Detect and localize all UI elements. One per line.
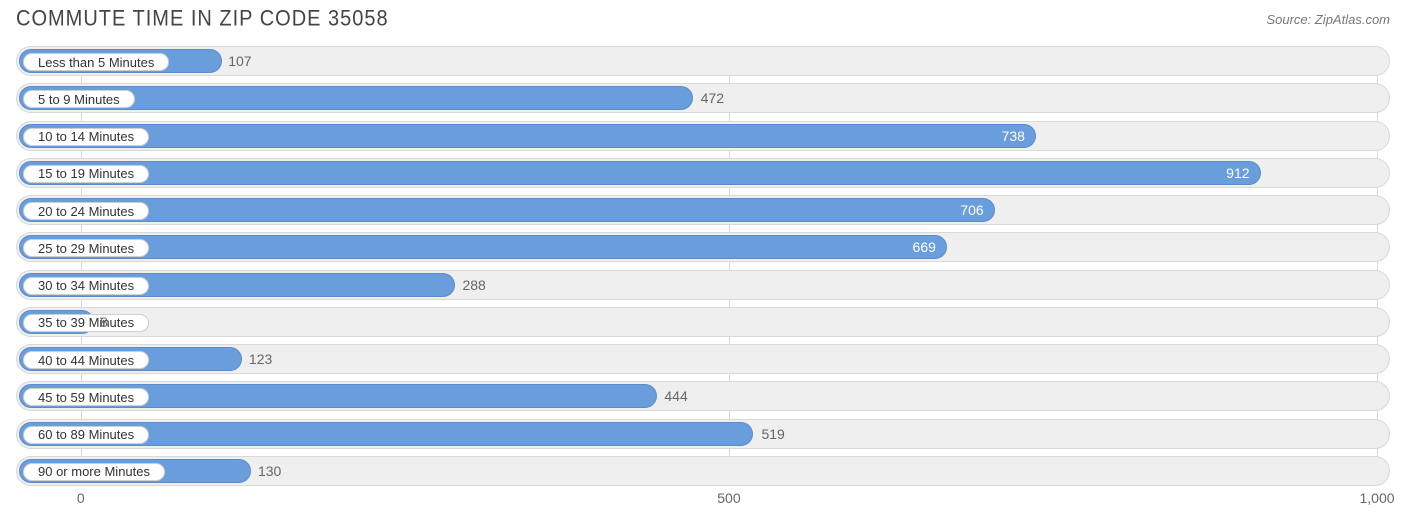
category-label: Less than 5 Minutes [23,53,169,71]
bar-track: 15 to 19 Minutes 912 [16,158,1390,188]
chart-plot-area: Less than 5 Minutes 107 5 to 9 Minutes 472 1… [16,46,1390,486]
category-label: 10 to 14 Minutes [23,128,149,146]
category-label: 40 to 44 Minutes [23,351,149,369]
bar-track: 5 to 9 Minutes 472 [16,83,1390,113]
value-label: 519 [753,426,794,442]
value-label: 288 [454,277,495,293]
bar-track: 10 to 14 Minutes 738 [16,121,1390,151]
x-axis-tick-label: 1,000 [1360,490,1395,506]
category-label: 45 to 59 Minutes [23,388,149,406]
value-label: 472 [693,90,734,106]
category-label: 30 to 34 Minutes [23,277,149,295]
value-label: 912 [1226,165,1259,181]
data-bar: Less than 5 Minutes [19,49,222,73]
data-bar: 45 to 59 Minutes [19,384,657,408]
data-bar: 30 to 34 Minutes [19,273,455,297]
data-bar: 25 to 29 Minutes 669 [19,235,947,259]
x-axis-tick-label: 500 [717,490,740,506]
value-label: 123 [241,351,282,367]
category-label: 25 to 29 Minutes [23,239,149,257]
bar-track: 40 to 44 Minutes 123 [16,344,1390,374]
bar-container: Less than 5 Minutes 107 5 to 9 Minutes 472 1… [16,46,1390,486]
chart-title: COMMUTE TIME IN ZIP CODE 35058 [16,7,389,32]
data-bar: 90 or more Minutes [19,459,251,483]
value-label: 107 [220,53,261,69]
x-axis: 05001,000 [16,490,1390,510]
value-label: 444 [656,388,697,404]
bar-track: 30 to 34 Minutes 288 [16,270,1390,300]
data-bar: 35 to 39 Minutes [19,310,94,334]
x-axis-tick-label: 0 [77,490,85,506]
data-bar: 20 to 24 Minutes 706 [19,198,995,222]
bar-track: 45 to 59 Minutes 444 [16,381,1390,411]
value-label: 669 [913,239,946,255]
data-bar: 15 to 19 Minutes 912 [19,161,1261,185]
source-attribution: Source: ZipAtlas.com [1266,8,1390,27]
bar-track: 60 to 89 Minutes 519 [16,419,1390,449]
bar-track: 35 to 39 Minutes8 [16,307,1390,337]
data-bar: 60 to 89 Minutes [19,422,753,446]
value-label: 738 [1002,128,1035,144]
category-label: 15 to 19 Minutes [23,165,149,183]
data-bar: 10 to 14 Minutes 738 [19,124,1036,148]
category-label: 5 to 9 Minutes [23,90,135,108]
category-label: 90 or more Minutes [23,463,165,481]
value-label: 706 [960,202,993,218]
bar-track: 25 to 29 Minutes 669 [16,232,1390,262]
value-label: 8 [92,314,118,330]
data-bar: 40 to 44 Minutes [19,347,242,371]
category-label: 20 to 24 Minutes [23,202,149,220]
bar-track: Less than 5 Minutes 107 [16,46,1390,76]
category-label: 60 to 89 Minutes [23,426,149,444]
category-label: 35 to 39 Minutes [23,314,149,332]
bar-track: 20 to 24 Minutes 706 [16,195,1390,225]
bar-track: 90 or more Minutes 130 [16,456,1390,486]
data-bar: 5 to 9 Minutes [19,86,693,110]
value-label: 130 [250,463,291,479]
